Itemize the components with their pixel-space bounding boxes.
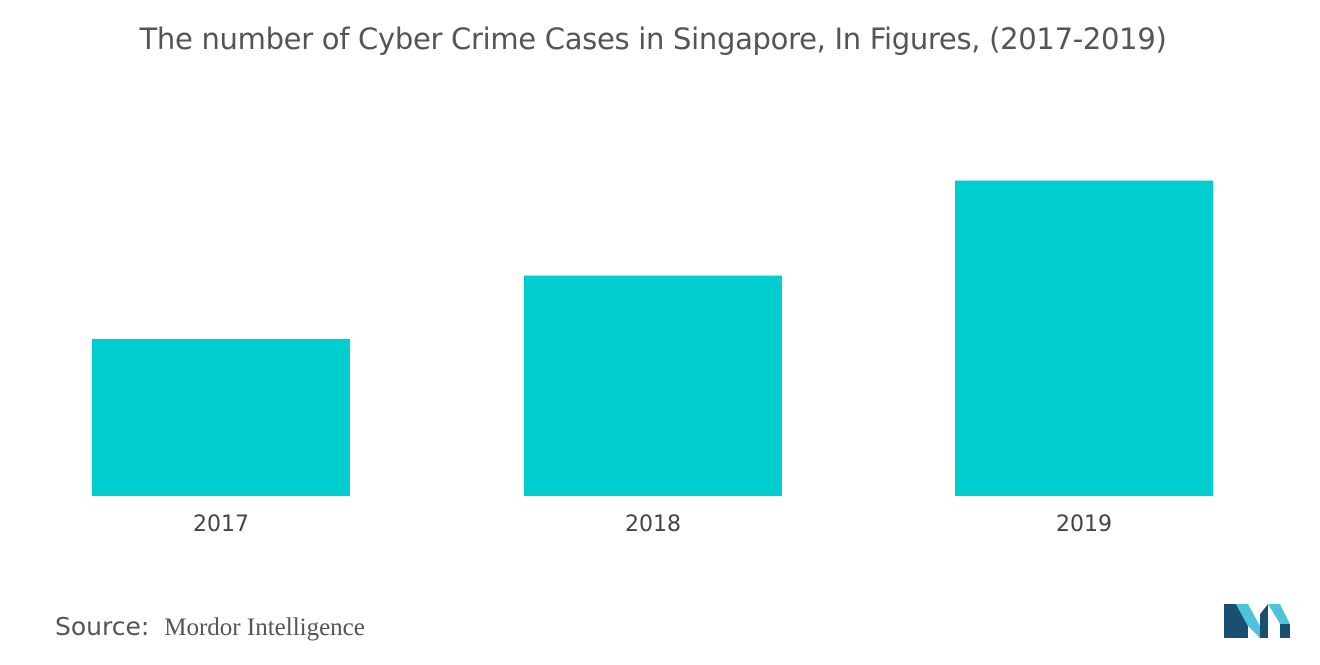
bar-2019 xyxy=(955,180,1213,496)
source-value: Mordor Intelligence xyxy=(164,614,365,641)
x-tick-label: 2019 xyxy=(1056,512,1112,537)
bar-2018 xyxy=(524,275,782,496)
source-label: Source: xyxy=(55,612,150,641)
source-note: Source: Mordor Intelligence xyxy=(55,612,365,642)
x-tick-label: 2018 xyxy=(625,512,681,537)
mordor-intelligence-logo-icon xyxy=(1224,604,1290,638)
x-tick-label: 2017 xyxy=(193,512,249,537)
chart-title: The number of Cyber Crime Cases in Singa… xyxy=(139,22,1167,56)
bar-2017 xyxy=(92,338,350,496)
